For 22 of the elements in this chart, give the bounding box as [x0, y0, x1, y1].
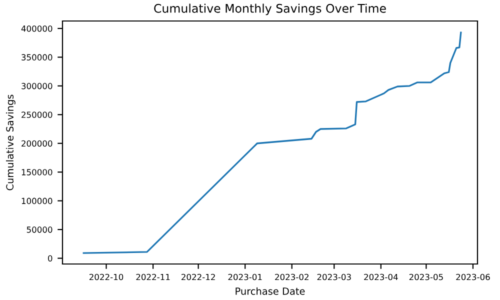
x-tick-label: 2023-05: [409, 274, 443, 280]
x-tick-label: 2023-01: [228, 274, 262, 280]
x-tick-label: 2023-03: [317, 274, 351, 280]
x-tick-label: 2023-04: [364, 274, 398, 280]
y-tick-label: 400000: [21, 25, 52, 32]
y-tick-label: 100000: [22, 198, 52, 204]
y-tick-label: 250000: [22, 112, 52, 118]
y-tick-label: 350000: [22, 54, 52, 60]
x-tick-label: 2022-11: [136, 274, 170, 280]
line-series: [82, 32, 462, 254]
y-tick-label: 50000: [26, 226, 52, 233]
x-tick-label: 2023-06: [456, 274, 490, 280]
y-tick-label: 200000: [22, 140, 52, 147]
chart-title: Cumulative Monthly Savings Over Time: [154, 4, 386, 16]
x-tick-label: 2022-12: [182, 274, 215, 280]
x-axis-title: Purchase Date: [236, 287, 305, 295]
x-tick-label: 2022-10: [89, 274, 124, 280]
y-tick-label: 150000: [22, 169, 52, 176]
y-axis-title: Cumulative Savings: [6, 94, 16, 190]
y-tick-label: 300000: [22, 82, 52, 90]
y-tick-label: 0: [48, 255, 52, 262]
x-tick-label: 2023-02: [275, 274, 308, 280]
